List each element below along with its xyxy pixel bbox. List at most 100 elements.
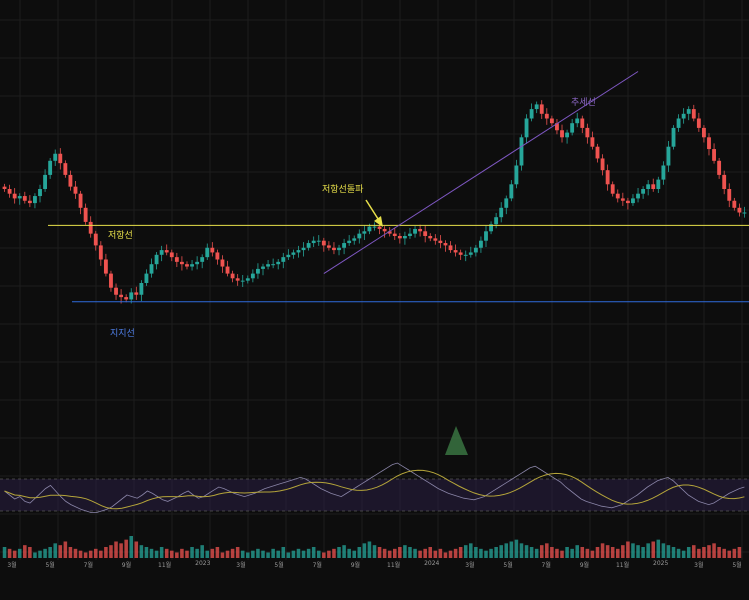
x-tick-label: 11월 bbox=[387, 562, 401, 569]
volume-bar bbox=[382, 548, 387, 558]
volume-bar bbox=[479, 548, 483, 558]
x-tick-label: 7월 bbox=[312, 562, 322, 569]
candle bbox=[134, 292, 139, 295]
candle bbox=[129, 292, 134, 300]
volume-bar bbox=[33, 552, 37, 558]
volume-bar bbox=[246, 552, 250, 558]
volume-bar bbox=[504, 543, 509, 558]
candle bbox=[534, 104, 539, 110]
candle bbox=[433, 238, 438, 241]
volume-bar bbox=[306, 548, 311, 558]
volume-bar bbox=[534, 548, 539, 558]
candle bbox=[296, 250, 301, 253]
candle bbox=[63, 163, 68, 175]
support-label: 지지선 bbox=[110, 329, 135, 339]
candle bbox=[539, 104, 544, 114]
volume-bar bbox=[671, 547, 676, 558]
candle bbox=[306, 243, 311, 248]
volume-bar bbox=[697, 548, 701, 558]
volume-bar bbox=[164, 548, 169, 558]
x-tick-label: 5월 bbox=[274, 562, 284, 569]
candle bbox=[600, 158, 605, 171]
x-tick-label: 3월 bbox=[7, 562, 17, 569]
volume-bar bbox=[722, 548, 726, 558]
candle bbox=[342, 243, 347, 248]
candle bbox=[686, 109, 691, 114]
volume-bar bbox=[524, 545, 529, 558]
volume-bar bbox=[595, 547, 600, 558]
candle bbox=[144, 273, 149, 283]
candle bbox=[195, 261, 200, 265]
candle bbox=[413, 228, 417, 234]
volume-bar bbox=[301, 550, 306, 558]
candle bbox=[438, 240, 443, 244]
volume-bar bbox=[403, 545, 407, 558]
candle bbox=[7, 189, 12, 194]
candle bbox=[418, 228, 423, 232]
candle bbox=[712, 149, 716, 161]
candle bbox=[509, 184, 514, 199]
rsi-band bbox=[0, 479, 749, 511]
volume-bar bbox=[681, 550, 686, 558]
candle bbox=[174, 257, 179, 262]
candle bbox=[610, 184, 615, 194]
volume-bar bbox=[276, 550, 280, 558]
volume-bar bbox=[235, 547, 240, 558]
volume-bar bbox=[210, 548, 215, 558]
volume-bar bbox=[73, 548, 78, 558]
candle bbox=[717, 160, 722, 175]
volume-bar bbox=[590, 550, 595, 558]
candle bbox=[261, 266, 265, 269]
volume-bar bbox=[438, 548, 443, 558]
volume-bar bbox=[93, 548, 98, 558]
volume-bar bbox=[332, 548, 336, 558]
volume-bar bbox=[139, 545, 144, 558]
volume-bar bbox=[311, 547, 316, 558]
candle bbox=[484, 231, 488, 241]
volume-bar bbox=[240, 550, 245, 558]
candle bbox=[676, 118, 681, 128]
candle bbox=[332, 247, 336, 251]
x-tick-label: 9월 bbox=[579, 562, 590, 569]
volume-bar bbox=[641, 547, 645, 558]
volume-bar bbox=[610, 547, 615, 558]
candle bbox=[636, 193, 640, 199]
candle bbox=[109, 273, 113, 288]
volume-bar bbox=[631, 543, 635, 558]
volume-bar bbox=[413, 548, 417, 558]
candle bbox=[362, 231, 367, 234]
candle bbox=[560, 130, 564, 138]
candle bbox=[595, 146, 600, 159]
candle bbox=[266, 264, 270, 267]
candle bbox=[27, 200, 32, 204]
candle bbox=[73, 186, 78, 194]
candle bbox=[499, 207, 504, 218]
candle bbox=[372, 226, 377, 228]
candle bbox=[230, 273, 235, 279]
volume-bar bbox=[621, 545, 625, 558]
volume-bar bbox=[656, 539, 661, 558]
candle bbox=[737, 207, 742, 213]
volume-bar bbox=[134, 541, 139, 558]
volume-bar bbox=[433, 550, 438, 558]
volume-bar bbox=[707, 545, 711, 558]
candle bbox=[631, 198, 635, 204]
candle bbox=[727, 189, 732, 201]
x-tick-label: 7월 bbox=[83, 562, 93, 569]
candle bbox=[185, 264, 189, 267]
candle bbox=[2, 186, 7, 189]
volume-bar bbox=[43, 548, 47, 558]
volume-bar bbox=[159, 547, 164, 558]
resistance-label: 저항선 bbox=[108, 231, 133, 241]
volume-bar bbox=[347, 548, 351, 558]
candle bbox=[103, 259, 108, 274]
candle bbox=[114, 287, 118, 295]
volume-bar bbox=[555, 548, 559, 558]
rsi-peak-marker bbox=[445, 426, 468, 455]
volume-bar bbox=[195, 548, 199, 558]
x-tick-label: 2023 bbox=[195, 560, 211, 567]
candle bbox=[565, 132, 570, 138]
volume-bar bbox=[119, 543, 123, 558]
candle bbox=[580, 118, 585, 128]
